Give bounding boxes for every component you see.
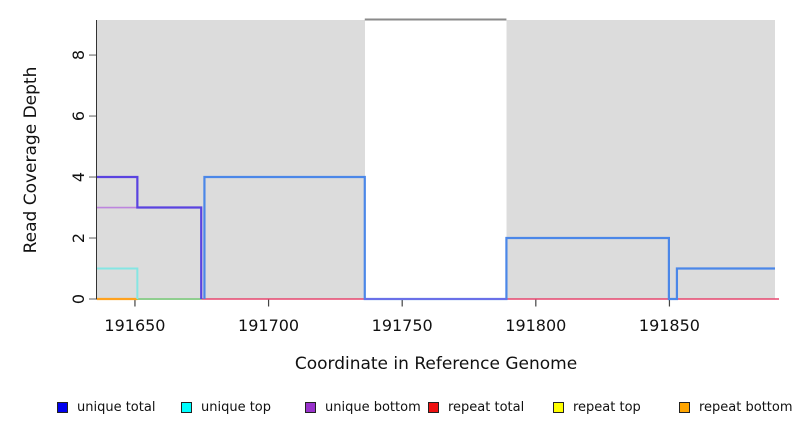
series-unique-total-left bbox=[97, 175, 203, 299]
series-unique-total-right bbox=[203, 175, 775, 301]
x-tick-label: 191750 bbox=[372, 316, 433, 335]
y-tick-label: 0 bbox=[69, 294, 88, 304]
y-tick-label: 8 bbox=[69, 50, 88, 60]
shaded-region bbox=[97, 20, 365, 299]
x-tick-label: 191700 bbox=[238, 316, 299, 335]
y-tick-label: 2 bbox=[69, 233, 88, 243]
y-tick-label: 4 bbox=[69, 172, 88, 182]
y-tick-label: 6 bbox=[69, 111, 88, 121]
series-unique-top bbox=[97, 267, 139, 299]
shaded-region bbox=[506, 20, 775, 299]
x-axis-title: Coordinate in Reference Genome bbox=[294, 354, 578, 374]
x-tick-label: 191850 bbox=[639, 316, 700, 335]
x-tick-label: 191650 bbox=[104, 316, 165, 335]
x-tick-label: 191800 bbox=[505, 316, 566, 335]
y-axis-title: Read Coverage Depth bbox=[21, 66, 41, 254]
